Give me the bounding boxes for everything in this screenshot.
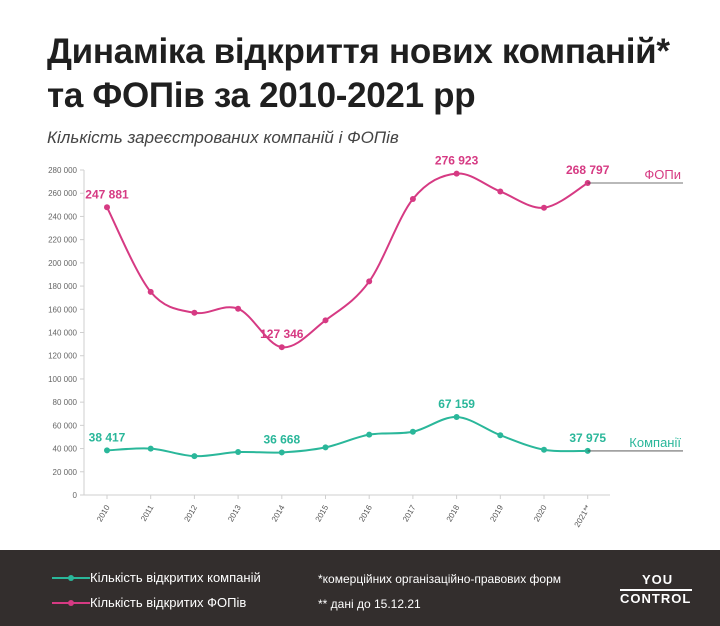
- y-tick-label: 180 000: [48, 282, 77, 291]
- data-point: [409, 196, 416, 203]
- data-label: 276 923: [435, 154, 479, 168]
- data-point: [278, 449, 285, 456]
- data-label: 36 668: [263, 432, 300, 446]
- legend-label-companies: Кількість відкритих компаній: [90, 570, 261, 585]
- data-point: [497, 432, 504, 439]
- x-tick-label: 2012: [182, 503, 199, 523]
- footnote-2: ** дані до 15.12.21: [318, 597, 421, 611]
- data-point: [409, 428, 416, 435]
- chart-subtitle: Кількість зареєстрованих компаній і ФОПі…: [47, 128, 399, 147]
- y-tick-label: 80 000: [53, 398, 78, 407]
- y-tick-label: 100 000: [48, 375, 77, 384]
- data-point: [366, 278, 373, 285]
- y-tick-label: 220 000: [48, 236, 77, 245]
- y-tick-label: 240 000: [48, 212, 77, 221]
- data-point: [104, 447, 110, 454]
- data-point: [541, 446, 547, 453]
- x-tick-label: 2017: [401, 503, 418, 523]
- data-label: 268 797: [566, 163, 610, 177]
- x-tick-label: 2015: [314, 503, 331, 523]
- y-tick-label: 20 000: [53, 468, 78, 477]
- legend-marker-fops: [68, 600, 74, 606]
- title-line-2: та ФОПів за 2010-2021 рр: [47, 76, 476, 115]
- data-label: 247 881: [85, 187, 129, 201]
- data-point: [147, 445, 154, 452]
- title-line-1: Динаміка відкриття нових компаній*: [47, 32, 670, 71]
- legend-line-companies: [52, 575, 90, 581]
- data-point: [235, 305, 242, 312]
- series-end-label: ФОПи: [644, 167, 681, 182]
- logo-bar: [620, 589, 692, 591]
- series-line-1: [106, 416, 588, 458]
- data-label: 67 159: [438, 397, 475, 411]
- x-tick-label: 2013: [226, 503, 243, 523]
- x-tick-label: 2020: [532, 503, 549, 523]
- line-chart: 0 20 000 40 000 60 000 80 000 100 000 120 000 1…: [48, 154, 683, 529]
- y-tick-label: 200 000: [48, 259, 77, 268]
- legend-marker-companies: [68, 575, 74, 581]
- data-point: [366, 431, 373, 438]
- y-tick-label: 280 000: [48, 166, 77, 175]
- data-point: [322, 444, 329, 451]
- y-tick-label: 120 000: [48, 352, 77, 361]
- data-point: [541, 204, 547, 211]
- x-tick-label: 2019: [488, 503, 505, 523]
- y-tick-label: 140 000: [48, 329, 77, 338]
- logo-control-text: CONTROL: [620, 591, 692, 606]
- data-point: [453, 414, 460, 421]
- data-label: 127 346: [260, 327, 304, 341]
- x-tick-label: 2021**: [573, 504, 593, 529]
- legend-line-fops: [52, 600, 90, 606]
- footer: Кількість відкритих компаній Кількість в…: [0, 550, 720, 626]
- data-point: [278, 344, 285, 351]
- x-tick-label: 2014: [270, 503, 287, 523]
- data-point: [147, 288, 154, 295]
- x-tick-label: 2011: [139, 503, 156, 523]
- logo-you-text: YOU: [642, 572, 674, 587]
- y-tick-label: 260 000: [48, 189, 77, 198]
- data-point: [322, 317, 329, 324]
- footnote-1: *комерційних організаційно-правових форм: [318, 572, 562, 586]
- data-point: [497, 188, 504, 195]
- data-point: [191, 309, 198, 316]
- data-point: [235, 449, 242, 456]
- data-label: 38 417: [89, 430, 126, 444]
- x-tick-label: 2018: [445, 503, 462, 523]
- series-line-0: [106, 172, 589, 349]
- x-tick-label: 2010: [95, 503, 112, 523]
- y-tick-label: 40 000: [53, 445, 78, 454]
- data-point: [453, 170, 460, 177]
- y-tick-label: 160 000: [48, 305, 77, 314]
- x-tick-label: 2016: [357, 503, 374, 523]
- series-end-label: Компанії: [629, 435, 681, 450]
- y-tick-label: 60 000: [53, 421, 78, 430]
- data-label: 37 975: [569, 431, 606, 445]
- legend-label-fops: Кількість відкритих ФОПів: [90, 595, 247, 610]
- chart-title: Динаміка відкриття нових компаній* та ФО…: [47, 30, 670, 118]
- data-point: [191, 453, 198, 460]
- y-tick-label: 0: [73, 491, 78, 500]
- data-point: [104, 204, 110, 211]
